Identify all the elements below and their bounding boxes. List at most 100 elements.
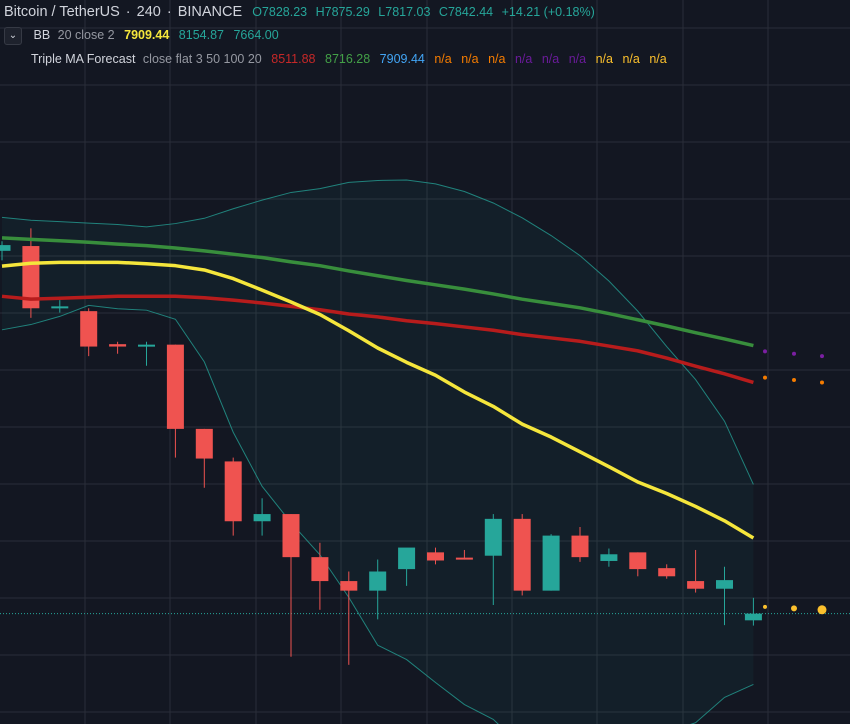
candle-body xyxy=(138,344,155,347)
ma-mid-line xyxy=(1,294,754,385)
tma-value-2: 8716.28 xyxy=(325,52,371,66)
candle-body xyxy=(600,554,618,561)
tma-na-9: n/a xyxy=(649,52,667,66)
candle[interactable] xyxy=(0,241,11,261)
bb-legend[interactable]: ⌄ BB 20 close 2 7909.44 8154.87 7664.00 xyxy=(4,24,285,46)
bb-upper-value: 8154.87 xyxy=(178,28,224,42)
symbol-name[interactable]: Bitcoin / TetherUS xyxy=(4,4,120,20)
candle-body xyxy=(311,557,329,582)
candle[interactable] xyxy=(629,552,647,577)
candle-body xyxy=(80,311,98,347)
candle[interactable] xyxy=(282,514,300,657)
candle[interactable] xyxy=(427,547,444,565)
candle[interactable] xyxy=(195,428,213,488)
candle[interactable] xyxy=(51,300,69,313)
candle[interactable] xyxy=(398,547,416,586)
tma-name[interactable]: Triple MA Forecast xyxy=(31,52,136,66)
candle-body xyxy=(571,535,589,558)
bb-name[interactable]: BB xyxy=(33,28,51,42)
candle[interactable] xyxy=(340,571,358,665)
candle-body xyxy=(629,552,647,570)
bb-params: 20 close 2 xyxy=(57,28,115,42)
chevron-down-icon[interactable]: ⌄ xyxy=(4,26,22,45)
tma-na-6: n/a xyxy=(568,52,587,66)
bb-lower-line xyxy=(1,304,754,724)
forecast-dot-orange xyxy=(763,375,767,380)
ma-slow-line xyxy=(1,236,754,348)
candle[interactable] xyxy=(687,549,705,593)
candle-body xyxy=(484,518,502,556)
tma-na-2: n/a xyxy=(461,52,479,66)
tma-na-7: n/a xyxy=(595,52,613,66)
bb-fill xyxy=(2,180,754,724)
tma-na-5: n/a xyxy=(541,52,560,66)
forecast-dot-yellow xyxy=(817,605,827,615)
candle-body xyxy=(224,461,242,522)
exchange: BINANCE xyxy=(177,4,243,20)
candle[interactable] xyxy=(109,341,127,354)
candle[interactable] xyxy=(744,597,762,626)
candle-body xyxy=(513,518,531,591)
tma-na-4: n/a xyxy=(514,52,533,66)
candle-body xyxy=(542,535,560,591)
candle-body xyxy=(369,571,387,591)
candle[interactable] xyxy=(716,566,733,626)
candle-body xyxy=(340,581,358,591)
candle[interactable] xyxy=(542,534,560,591)
bb-lower-value: 7664.00 xyxy=(233,28,279,42)
low-value: L7817.03 xyxy=(378,5,431,19)
candle-body xyxy=(427,552,444,561)
candle-body xyxy=(398,547,416,570)
ohlc-values: O7828.23 H7875.29 L7817.03 C7842.44 +14.… xyxy=(252,5,600,19)
candle[interactable] xyxy=(658,564,676,579)
candle-body xyxy=(166,344,184,429)
forecast-dot-orange xyxy=(792,378,796,383)
candle[interactable] xyxy=(369,559,387,620)
candle[interactable] xyxy=(455,549,473,560)
tma-legend[interactable]: Triple MA Forecast close flat 3 50 100 2… xyxy=(31,48,673,70)
candle-body xyxy=(109,344,127,347)
interval[interactable]: 240 xyxy=(136,4,161,20)
forecast-dot-purple xyxy=(820,354,824,359)
tma-value-3: 7909.44 xyxy=(379,52,425,66)
candle[interactable] xyxy=(571,526,589,562)
candle[interactable] xyxy=(166,344,184,458)
moving-averages xyxy=(1,236,755,540)
close-value: C7842.44 xyxy=(438,5,494,19)
candle[interactable] xyxy=(600,548,618,567)
candle-body xyxy=(687,581,705,589)
candle-body xyxy=(51,306,69,309)
open-value: O7828.23 xyxy=(252,5,308,19)
forecast-dots xyxy=(763,349,827,615)
tma-value-1: 8511.88 xyxy=(271,52,316,66)
tma-params: close flat 3 50 100 20 xyxy=(142,52,262,66)
candle-body xyxy=(658,568,676,577)
ma-fast-line xyxy=(1,260,755,540)
forecast-dot-yellow xyxy=(791,605,797,612)
separator: · xyxy=(125,4,131,20)
candle[interactable] xyxy=(80,308,98,357)
bb-upper-line xyxy=(1,179,754,485)
tma-na-1: n/a xyxy=(434,52,452,66)
candle[interactable] xyxy=(513,514,531,596)
separator: · xyxy=(166,4,172,20)
symbol-legend[interactable]: Bitcoin / TetherUS · 240 · BINANCE O7828.23 … xyxy=(4,1,600,23)
candle[interactable] xyxy=(138,341,155,366)
candle[interactable] xyxy=(253,498,271,536)
forecast-dot-purple xyxy=(763,349,767,354)
candle[interactable] xyxy=(311,542,329,610)
candle-body xyxy=(744,613,762,621)
forecast-dot-orange xyxy=(820,380,824,385)
candle-body xyxy=(716,580,733,589)
high-value: H7875.29 xyxy=(315,5,370,19)
forecast-dot-yellow xyxy=(763,604,767,609)
candle-body xyxy=(282,514,300,558)
candle[interactable] xyxy=(224,457,242,536)
bb-basis-value: 7909.44 xyxy=(124,28,170,42)
change-value: +14.21 (+0.18%) xyxy=(501,5,595,19)
candle-body xyxy=(195,428,213,459)
tma-na-8: n/a xyxy=(622,52,640,66)
candle[interactable] xyxy=(484,514,502,606)
